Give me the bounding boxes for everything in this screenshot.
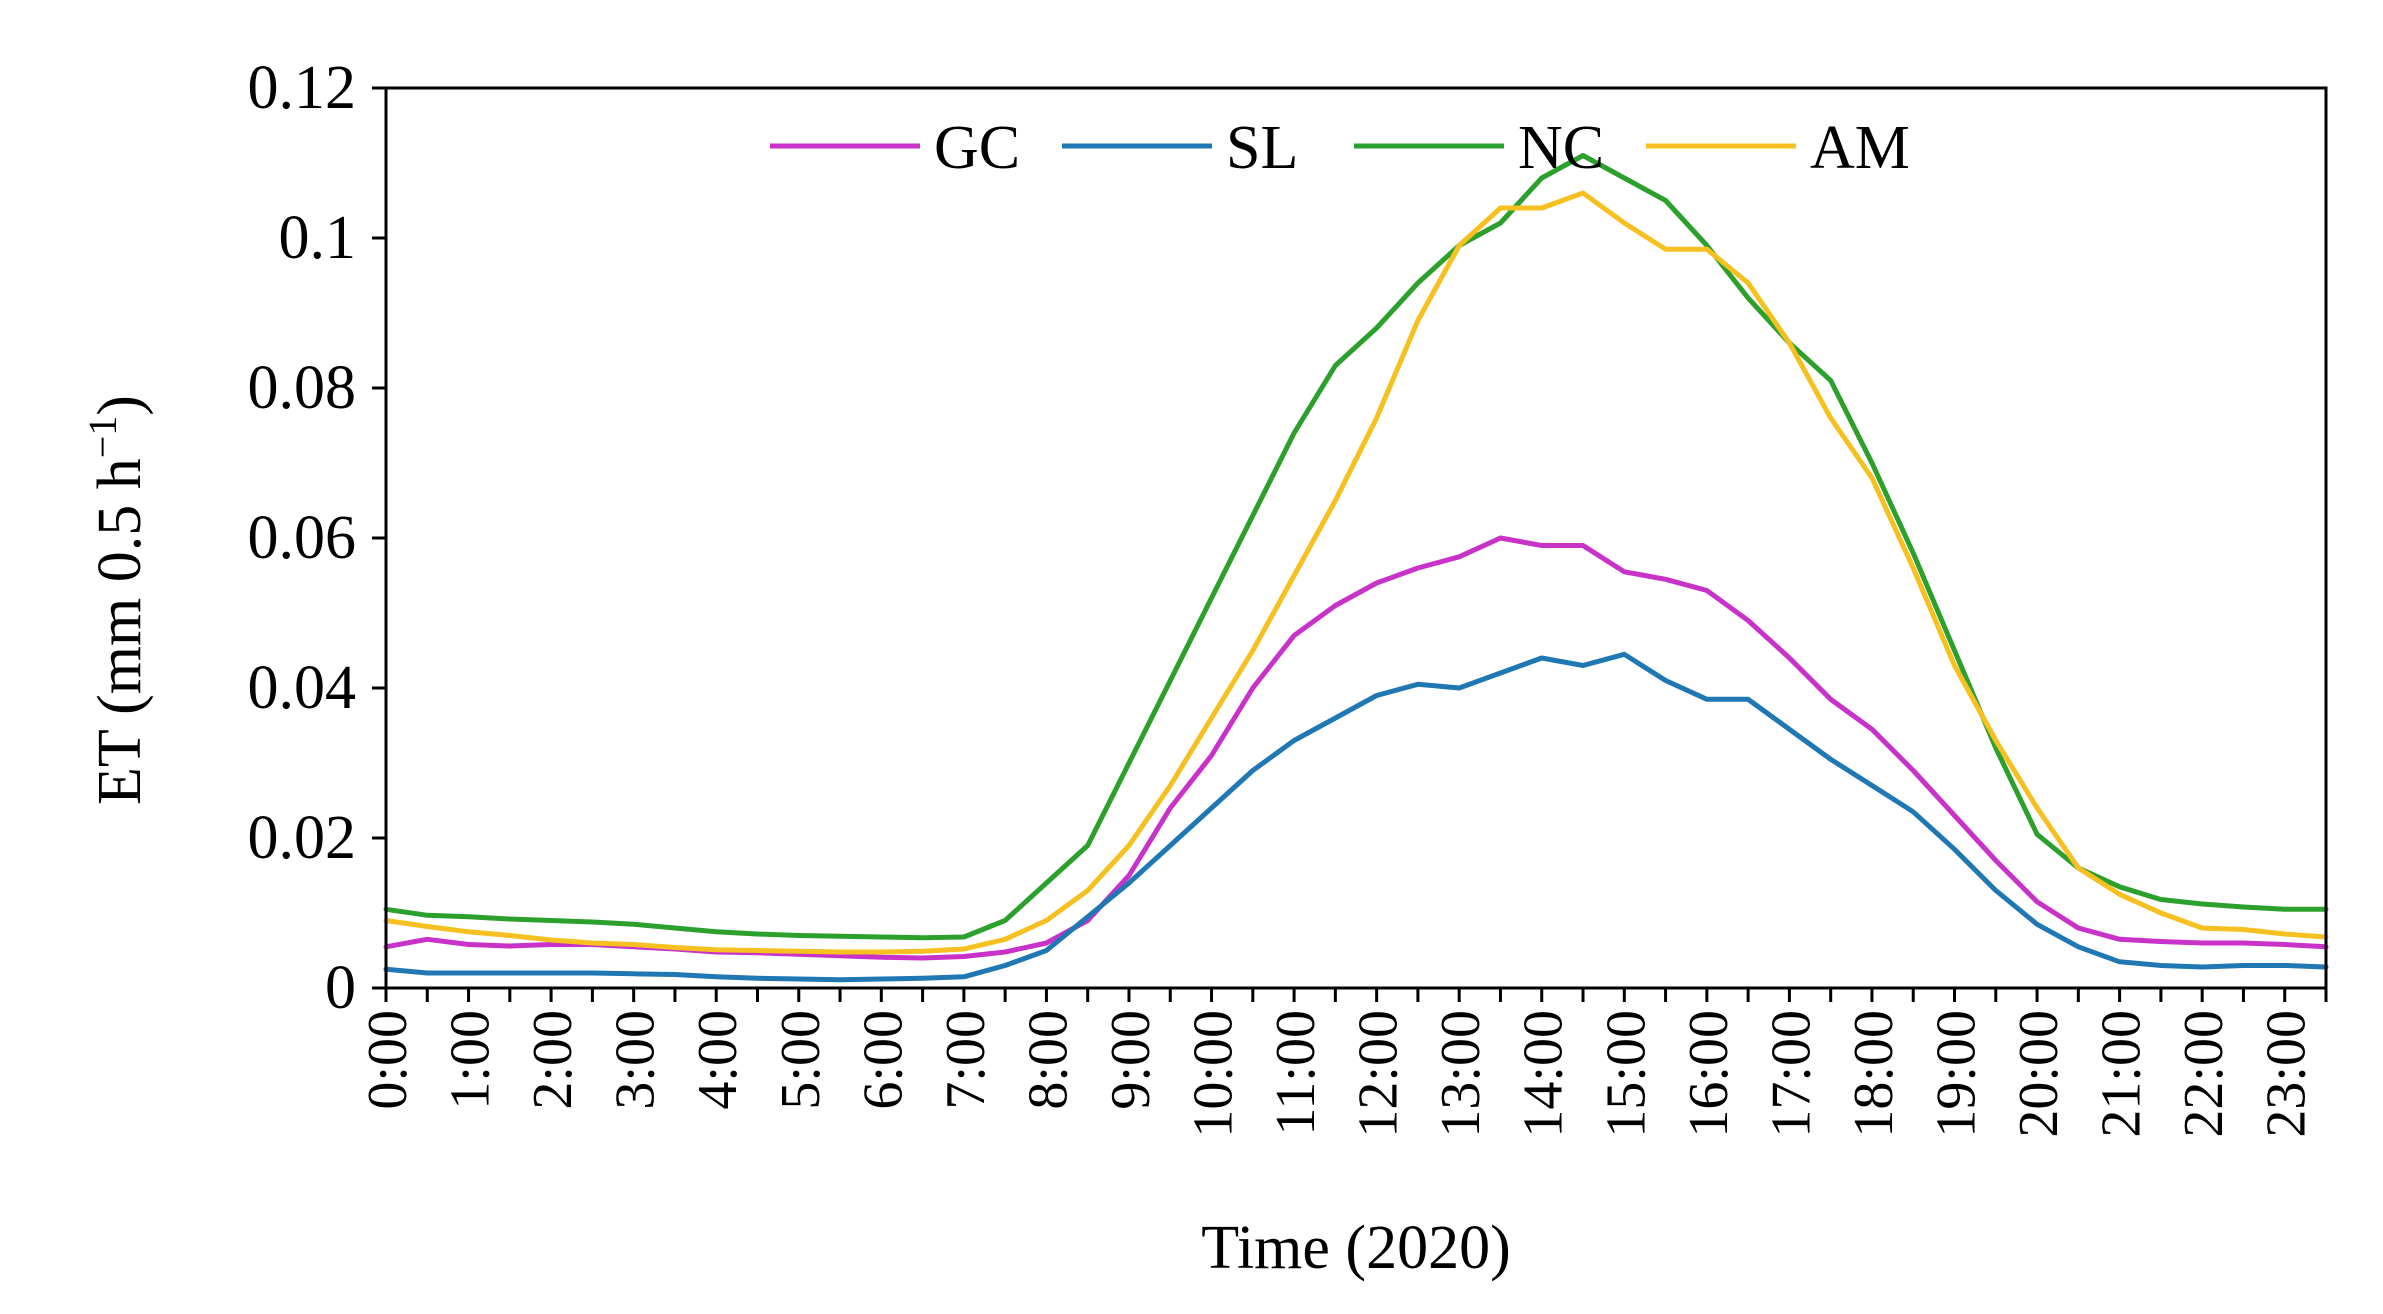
x-tick-label: 14:00 (1513, 1010, 1575, 1138)
x-tick-label: 10:00 (1183, 1010, 1245, 1138)
series-line-nc (383, 153, 2329, 941)
x-tick-label: 9:00 (1100, 1010, 1162, 1110)
y-tick-label: 0.04 (248, 654, 357, 722)
legend: GC SL NC AM (770, 114, 1910, 182)
y-axis-label-main: ET (mm 0.5 h (86, 458, 154, 805)
x-tick-label: 2:00 (522, 1010, 584, 1110)
x-tick-label: 6:00 (852, 1010, 914, 1110)
x-tick-label: 1:00 (440, 1010, 502, 1110)
x-tick-label: 5:00 (770, 1010, 832, 1110)
legend-label-sl: SL (1226, 114, 1298, 182)
y-tick-label: 0 (325, 954, 356, 1022)
x-tick-label: 15:00 (1595, 1010, 1657, 1138)
x-axis-label: Time (2020) (1201, 1214, 1510, 1282)
x-tick-label: 16:00 (1678, 1010, 1740, 1138)
y-axis-label-superscript: −1 (80, 416, 125, 459)
x-tick-label: 4:00 (687, 1010, 749, 1110)
y-tick-label: 0.1 (279, 204, 357, 272)
legend-label-am: AM (1810, 114, 1910, 182)
legend-label-gc: GC (934, 114, 1020, 182)
x-tick-label: 13:00 (1430, 1010, 1492, 1138)
y-axis-label: ET (mm 0.5 h−1) (80, 395, 154, 805)
x-tick-label: 11:00 (1265, 1010, 1327, 1135)
legend-label-nc: NC (1518, 114, 1604, 182)
x-tick-label: 20:00 (2008, 1010, 2070, 1138)
x-tick-label: 23:00 (2256, 1010, 2318, 1138)
x-tick-label: 12:00 (1348, 1010, 1410, 1138)
x-tick-label: 17:00 (1760, 1010, 1822, 1138)
x-tick-label: 8:00 (1017, 1010, 1079, 1110)
x-tick-label: 0:00 (357, 1010, 419, 1110)
x-tick-label: 3:00 (605, 1010, 667, 1110)
y-axis-label-close: ) (86, 395, 154, 416)
x-tick-label: 21:00 (2091, 1010, 2153, 1138)
y-tick-label: 0.02 (248, 804, 357, 872)
series-line-gc (383, 535, 2329, 961)
y-tick-label: 0.06 (248, 504, 357, 572)
x-tick-label: 19:00 (1926, 1010, 1988, 1138)
y-tick-label: 0.08 (248, 354, 357, 422)
x-tick-label: 7:00 (935, 1010, 997, 1110)
series-line-sl (383, 651, 2329, 983)
plot-area-frame (384, 86, 2328, 990)
series-lines (383, 153, 2329, 983)
x-tick-label: 18:00 (1843, 1010, 1905, 1138)
x-axis-ticks: 0:00 1:00 2:00 3:00 4:00 5:00 6:00 7:00 8:00 9:00… (357, 988, 2328, 1138)
y-axis-ticks: 0 0.02 0.04 0.06 0.08 0.1 0.12 (248, 54, 386, 1022)
y-tick-label: 0.12 (248, 54, 357, 122)
x-tick-label: 22:00 (2173, 1010, 2235, 1138)
series-line-am (383, 190, 2329, 955)
